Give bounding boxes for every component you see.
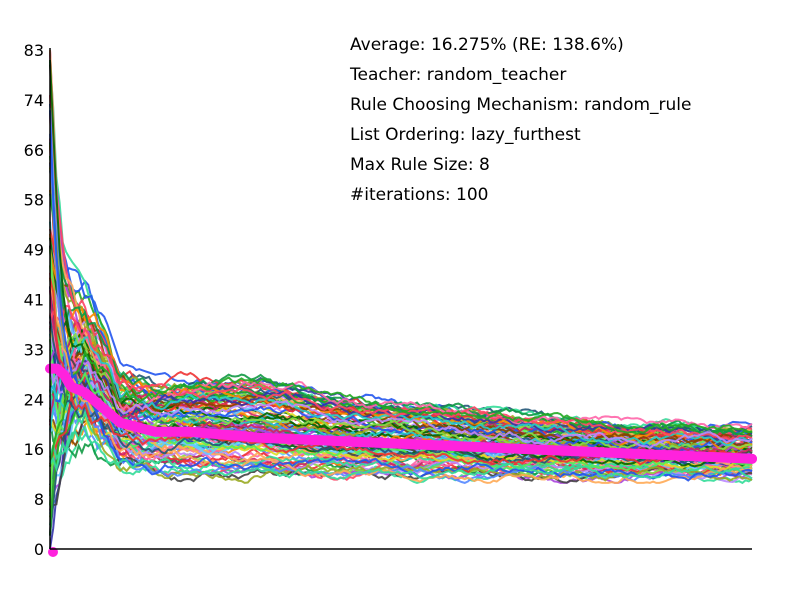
y-tick-label: 58 [24, 191, 44, 210]
run-series-line [49, 425, 753, 481]
y-tick-label: 8 [34, 490, 44, 509]
info-teacher: Teacher: random_teacher [349, 65, 566, 85]
run-series-line [49, 336, 753, 447]
y-tick-label: 83 [24, 41, 44, 60]
y-tick-label: 49 [24, 241, 44, 260]
run-series-line [49, 313, 753, 430]
run-series-line [49, 277, 753, 466]
info-average: Average: 16.275% (RE: 138.6%) [350, 35, 624, 55]
average-endpoint-marker [747, 453, 757, 464]
run-series-line [49, 265, 753, 453]
info-box: Average: 16.275% (RE: 138.6%) Teacher: r… [349, 35, 692, 205]
y-tick-label: 24 [24, 390, 44, 409]
run-series-line [49, 110, 753, 482]
y-tick-label: 16 [24, 440, 44, 459]
info-rule-mechanism: Rule Choosing Mechanism: random_rule [350, 95, 692, 115]
info-max-rule-size: Max Rule Size: 8 [350, 155, 490, 175]
axes [49, 48, 752, 550]
info-list-ordering: List Ordering: lazy_furthest [350, 125, 581, 145]
info-iterations: #iterations: 100 [350, 185, 489, 205]
y-tick-label: 74 [24, 91, 44, 110]
run-series-line [49, 61, 753, 436]
y-tick-labels: 0 8 16 24 33 41 49 58 66 74 83 [24, 41, 44, 559]
run-series-line [49, 304, 753, 442]
average-series-line [45, 363, 757, 464]
y-tick-label: 0 [34, 540, 44, 559]
run-series-line [49, 348, 753, 467]
y-tick-label: 66 [24, 141, 44, 160]
run-series-line [49, 360, 753, 449]
y-tick-label: 41 [24, 291, 44, 310]
y-tick-label: 33 [24, 340, 44, 359]
